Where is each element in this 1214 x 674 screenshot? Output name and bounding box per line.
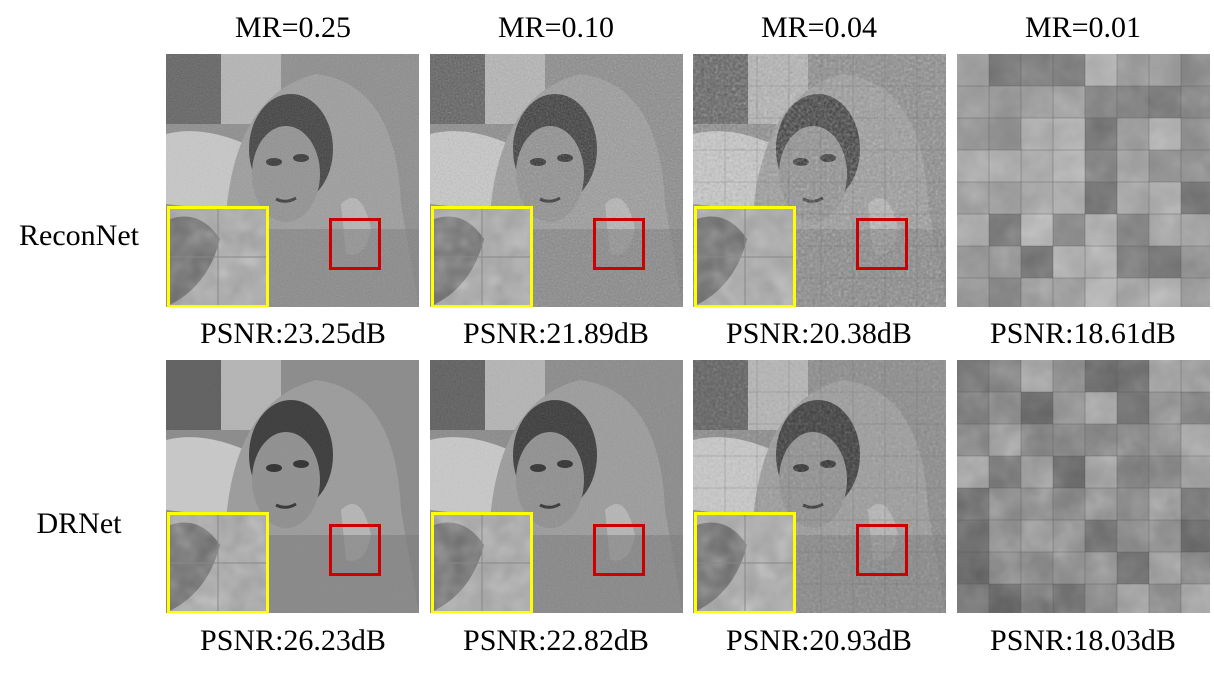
psnr-reconnet-mr-0.10: PSNR:21.89dB bbox=[463, 317, 649, 350]
row-label-reconnet: ReconNet bbox=[19, 219, 139, 252]
zoom-inset-box bbox=[431, 512, 533, 613]
region-of-interest-box bbox=[856, 218, 908, 270]
zoom-inset-box bbox=[167, 512, 269, 613]
psnr-reconnet-mr-0.01: PSNR:18.61dB bbox=[990, 317, 1176, 350]
drnet-mr-0.10-image bbox=[430, 360, 683, 613]
reconnet-mr-0.25-image bbox=[166, 54, 419, 307]
psnr-reconnet-mr-0.04: PSNR:20.38dB bbox=[726, 317, 912, 350]
column-header-mr-0.01: MR=0.01 bbox=[1024, 11, 1142, 44]
drnet-mr-0.04-image bbox=[693, 360, 946, 613]
reconstruction-image bbox=[957, 360, 1210, 613]
column-header-mr-0.04: MR=0.04 bbox=[760, 11, 878, 44]
psnr-drnet-mr-0.01: PSNR:18.03dB bbox=[990, 624, 1176, 657]
reconnet-mr-0.04-image bbox=[693, 54, 946, 307]
column-header-mr-0.25: MR=0.25 bbox=[234, 11, 352, 44]
drnet-mr-0.25-image bbox=[166, 360, 419, 613]
drnet-mr-0.01-image bbox=[957, 360, 1210, 613]
psnr-drnet-mr-0.25: PSNR:26.23dB bbox=[200, 624, 386, 657]
reconstruction-image bbox=[957, 54, 1210, 307]
reconnet-mr-0.10-image bbox=[430, 54, 683, 307]
column-header-mr-0.10: MR=0.10 bbox=[497, 11, 615, 44]
zoom-inset-box bbox=[694, 206, 796, 307]
zoom-inset-box bbox=[431, 206, 533, 307]
region-of-interest-box bbox=[856, 524, 908, 576]
region-of-interest-box bbox=[593, 218, 645, 270]
region-of-interest-box bbox=[593, 524, 645, 576]
reconnet-mr-0.01-image bbox=[957, 54, 1210, 307]
region-of-interest-box bbox=[329, 524, 381, 576]
psnr-drnet-mr-0.10: PSNR:22.82dB bbox=[463, 624, 649, 657]
row-label-drnet: DRNet bbox=[36, 507, 122, 540]
zoom-inset-box bbox=[167, 206, 269, 307]
reconstruction-image bbox=[166, 54, 419, 307]
psnr-drnet-mr-0.04: PSNR:20.93dB bbox=[726, 624, 912, 657]
psnr-reconnet-mr-0.25: PSNR:23.25dB bbox=[200, 317, 386, 350]
region-of-interest-box bbox=[329, 218, 381, 270]
zoom-inset-box bbox=[694, 512, 796, 613]
